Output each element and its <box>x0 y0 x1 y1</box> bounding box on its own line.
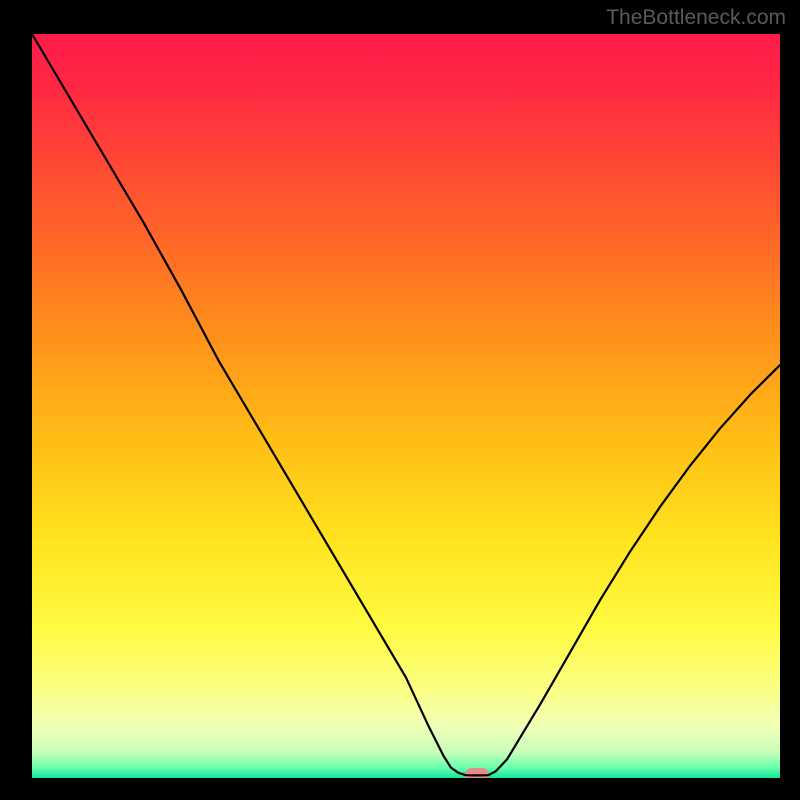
gradient-background <box>32 34 780 778</box>
bottleneck-chart: TheBottleneck.com <box>0 0 800 800</box>
chart-plot-area <box>32 34 780 778</box>
watermark-attribution: TheBottleneck.com <box>606 6 786 30</box>
optimal-point-marker <box>465 768 489 778</box>
